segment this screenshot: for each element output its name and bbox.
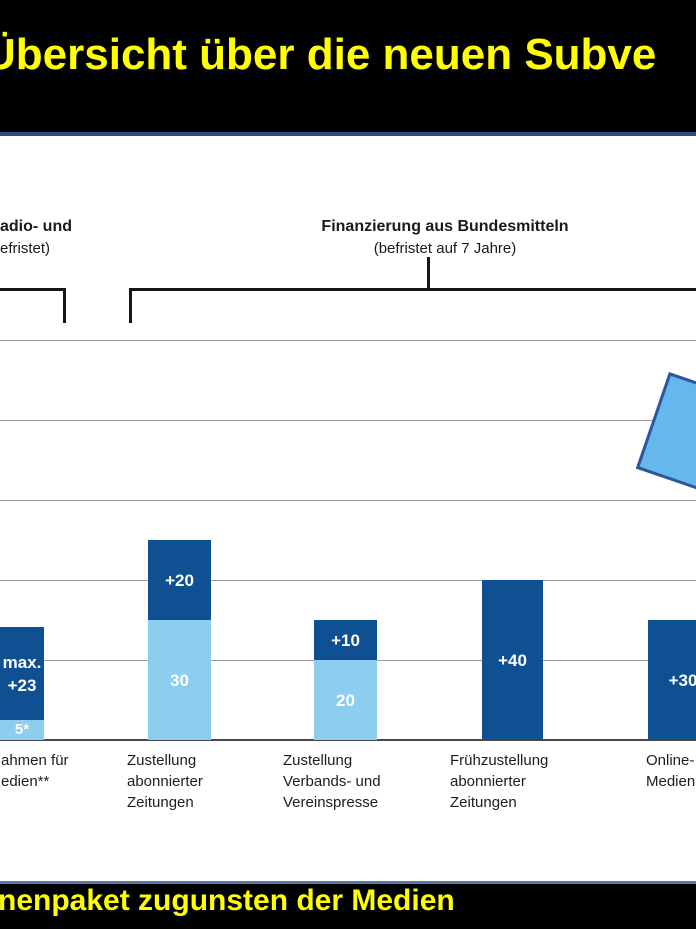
bar-segment-increase: max. +23 — [0, 627, 44, 720]
footer-title: nenpaket zugunsten der Medien — [0, 884, 455, 917]
bar-segment-base: 5* — [0, 720, 44, 740]
bar-value-label: 30 — [170, 670, 189, 690]
bar-value-label: +23 — [7, 675, 37, 695]
x-axis-line — [0, 739, 696, 741]
bar-value-label: +30 — [668, 670, 696, 690]
gridline — [0, 340, 696, 341]
bar-segment-increase: +10 — [314, 620, 377, 660]
right-bracket-line — [129, 288, 696, 291]
funding-group-label-right: Finanzierung aus Bundesmitteln (befriste… — [295, 216, 595, 259]
category-label: Zustellung Verbands- und Vereinspresse — [283, 752, 381, 811]
chart-area: adio- und efristet) Finanzierung aus Bun… — [0, 136, 696, 881]
bar-segment-increase: +30 — [648, 620, 696, 740]
left-bracket-leg — [63, 288, 66, 323]
gridline — [0, 420, 696, 421]
funding-group-right-line1: Finanzierung aus Bundesmitteln — [321, 218, 569, 235]
funding-group-label-left: adio- und efristet) — [0, 216, 72, 259]
bar-value-label: max. — [2, 652, 42, 672]
slide-title: Übersicht über die neuen Subve — [0, 30, 657, 79]
bar-value-label: +20 — [165, 570, 194, 590]
right-bracket-stem — [427, 257, 430, 290]
header-divider-line — [0, 132, 696, 136]
bar-value-label: +40 — [498, 650, 527, 670]
callout-banner — [635, 372, 696, 512]
bar-value-label: +10 — [331, 630, 360, 650]
slide-footer: nenpaket zugunsten der Medien — [0, 884, 696, 929]
category-label: ahmen für edien** — [1, 752, 69, 790]
bar-segment-increase: +40 — [482, 580, 543, 740]
slide-header: Übersicht über die neuen Subve — [0, 0, 696, 132]
funding-group-right-line2: (befristet auf 7 Jahre) — [373, 240, 517, 257]
gridline — [0, 580, 696, 581]
bar-segment-base: 30 — [148, 620, 211, 740]
gridline — [0, 500, 696, 501]
bar-value-label: 5* — [14, 721, 30, 738]
right-bracket-leg — [129, 288, 132, 323]
category-label: Online- Medien — [646, 752, 696, 790]
bar-value-label: 20 — [336, 690, 355, 710]
category-label: Zustellung abonnierter Zeitungen — [127, 752, 203, 811]
bar-segment-increase: +20 — [148, 540, 211, 620]
bar-segment-base: 20 — [314, 660, 377, 740]
left-bracket-line — [0, 288, 65, 291]
funding-group-left-line1: adio- und — [0, 218, 72, 235]
funding-group-left-line2: efristet) — [0, 240, 51, 257]
category-label: Frühzustellung abonnierter Zeitungen — [450, 752, 549, 811]
footer-divider-line — [0, 881, 696, 884]
